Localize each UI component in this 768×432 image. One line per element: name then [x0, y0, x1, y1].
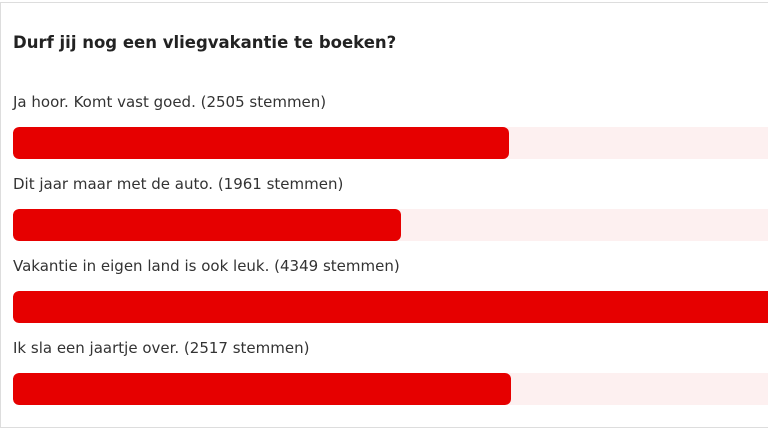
option-label: Vakantie in eigen land is ook leuk. (434… — [13, 257, 400, 275]
vote-bar — [13, 373, 512, 405]
poll-question: Durf jij nog een vliegvakantie te boeken… — [13, 33, 397, 52]
vote-bar — [13, 291, 768, 323]
option-label: Ik sla een jaartje over. (2517 stemmen) — [13, 339, 310, 357]
bar-track — [13, 209, 768, 241]
option-label: Ja hoor. Komt vast goed. (2505 stemmen) — [13, 93, 327, 111]
bar-track — [13, 291, 768, 323]
vote-bar — [13, 209, 402, 241]
bar-track — [13, 127, 768, 159]
vote-bar — [13, 127, 509, 159]
option-label: Dit jaar maar met de auto. (1961 stemmen… — [13, 175, 344, 193]
bar-track — [13, 373, 768, 405]
